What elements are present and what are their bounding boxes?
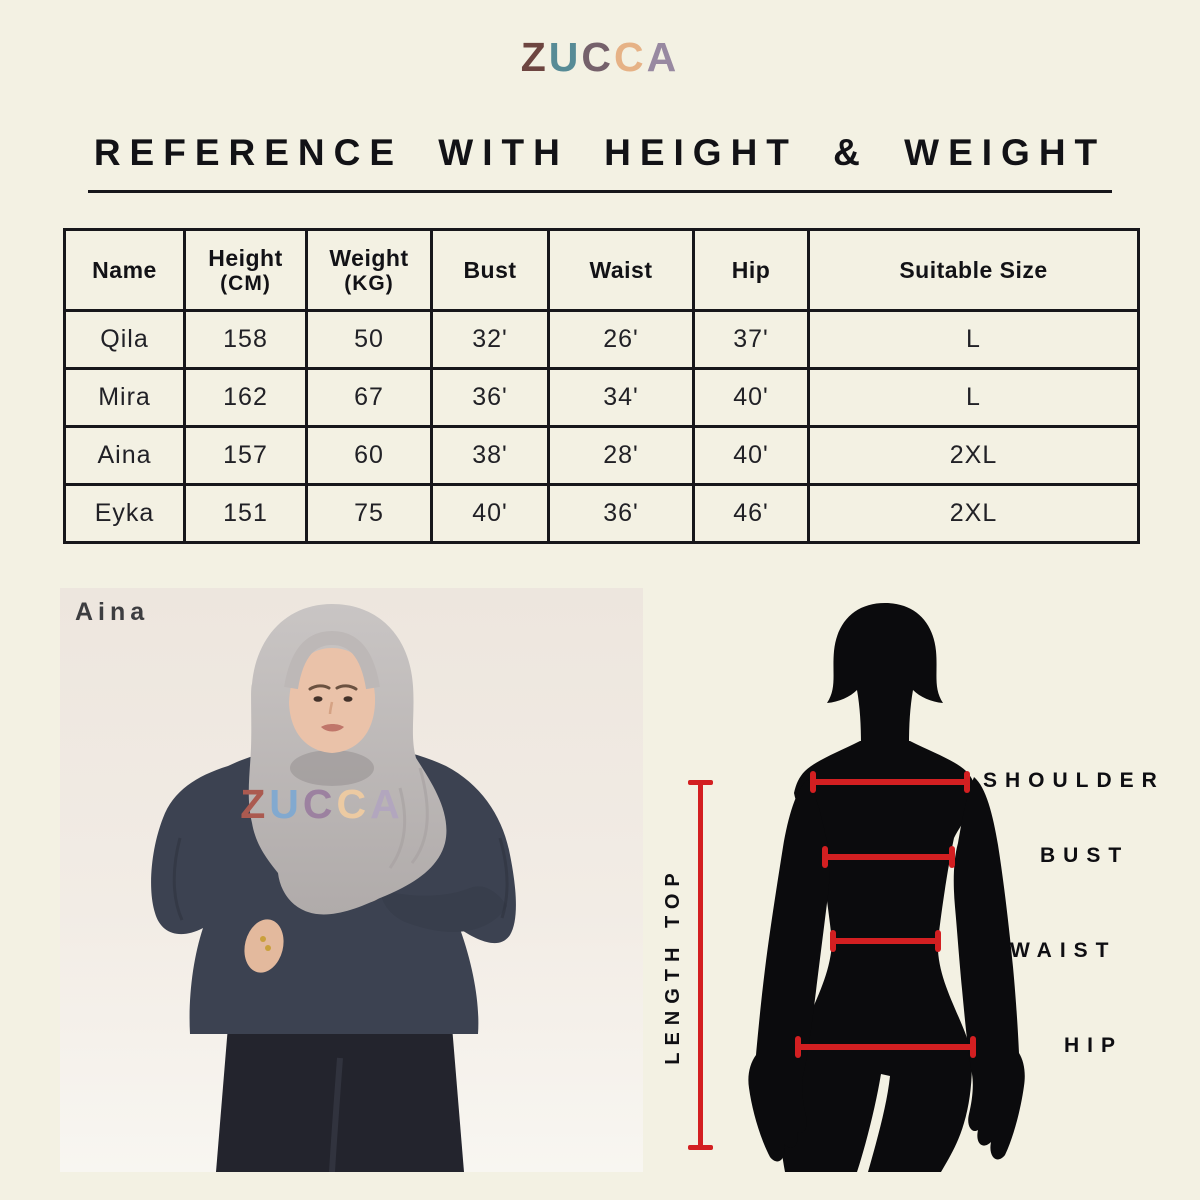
cell-name: Eyka <box>63 483 186 544</box>
cell-size: 2XL <box>807 483 1140 544</box>
cell-bust: 36' <box>430 367 550 428</box>
length-top-label: LENGTH TOP <box>661 865 684 1065</box>
col-header-label: Weight <box>329 244 409 271</box>
cell-hip: 40' <box>692 367 810 428</box>
body-silhouette <box>748 603 1025 1172</box>
col-header-hip: Hip <box>692 228 810 312</box>
cell-size: 2XL <box>807 425 1140 486</box>
cell-hip: 37' <box>692 309 810 370</box>
waist-label: WAIST <box>1010 939 1117 962</box>
cell-waist: 34' <box>547 367 695 428</box>
model-photo-illustration: ZUCCA <box>60 588 643 1172</box>
cell-name: Qila <box>63 309 186 370</box>
shirt-print: ZUCCA <box>240 781 403 827</box>
cell-height: 162 <box>183 367 308 428</box>
table-row: Mira 162 67 36' 34' 40' L <box>63 367 1140 428</box>
cell-hip: 46' <box>692 483 810 544</box>
shoulder-label: SHOULDER <box>983 769 1165 792</box>
length-top-measure-line <box>688 780 713 1150</box>
col-header-waist: Waist <box>547 228 695 312</box>
cell-bust: 32' <box>430 309 550 370</box>
table-row: Eyka 151 75 40' 36' 46' 2XL <box>63 483 1140 544</box>
cell-hip: 40' <box>692 425 810 486</box>
size-reference-table: Name Height (CM) Weight (KG) Bust Waist Hi… <box>63 228 1140 544</box>
brand-logo: ZUCCA <box>0 34 1200 81</box>
cell-waist: 28' <box>547 425 695 486</box>
cell-height: 157 <box>183 425 308 486</box>
title-underline <box>88 190 1112 193</box>
cell-weight: 75 <box>305 483 433 544</box>
cell-size: L <box>807 309 1140 370</box>
brand-letter: U <box>548 34 582 80</box>
cell-height: 158 <box>183 309 308 370</box>
cell-height: 151 <box>183 483 308 544</box>
col-header-height: Height (CM) <box>183 228 308 312</box>
cell-size: L <box>807 367 1140 428</box>
cell-name: Mira <box>63 367 186 428</box>
cell-weight: 50 <box>305 309 433 370</box>
length-top-label-wrap: LENGTH TOP <box>645 782 701 1148</box>
cell-waist: 26' <box>547 309 695 370</box>
measurement-lines <box>795 771 976 1058</box>
bust-label: BUST <box>1040 844 1130 867</box>
brand-letter: A <box>646 34 680 80</box>
cell-waist: 36' <box>547 483 695 544</box>
hip-label: HIP <box>1064 1034 1124 1057</box>
col-header-label: Height <box>208 244 283 271</box>
col-header-label: Bust <box>463 256 517 283</box>
model-name-label: Aina <box>75 598 150 626</box>
table-header-row: Name Height (CM) Weight (KG) Bust Waist Hi… <box>63 228 1140 312</box>
col-header-weight: Weight (KG) <box>305 228 433 312</box>
col-header-name: Name <box>63 228 186 312</box>
col-header-sub: (KG) <box>344 271 394 295</box>
cell-weight: 60 <box>305 425 433 486</box>
cell-bust: 40' <box>430 483 550 544</box>
table-row: Aina 157 60 38' 28' 40' 2XL <box>63 425 1140 486</box>
col-header-label: Suitable Size <box>899 256 1048 283</box>
col-header-label: Name <box>92 256 157 283</box>
page-title: REFERENCE WITH HEIGHT & WEIGHT <box>93 132 1107 173</box>
cell-name: Aina <box>63 425 186 486</box>
brand-letter: C <box>614 34 647 80</box>
model-photo: ZUCCA Aina <box>60 588 643 1172</box>
brand-letter: Z <box>520 34 549 80</box>
col-header-size: Suitable Size <box>807 228 1140 312</box>
table-row: Qila 158 50 32' 26' 37' L <box>63 309 1140 370</box>
col-header-bust: Bust <box>430 228 550 312</box>
col-header-label: Hip <box>731 256 771 283</box>
brand-letter: C <box>581 34 615 80</box>
col-header-sub: (CM) <box>220 271 271 295</box>
cell-bust: 38' <box>430 425 550 486</box>
col-header-label: Waist <box>589 256 653 283</box>
cell-weight: 67 <box>305 367 433 428</box>
